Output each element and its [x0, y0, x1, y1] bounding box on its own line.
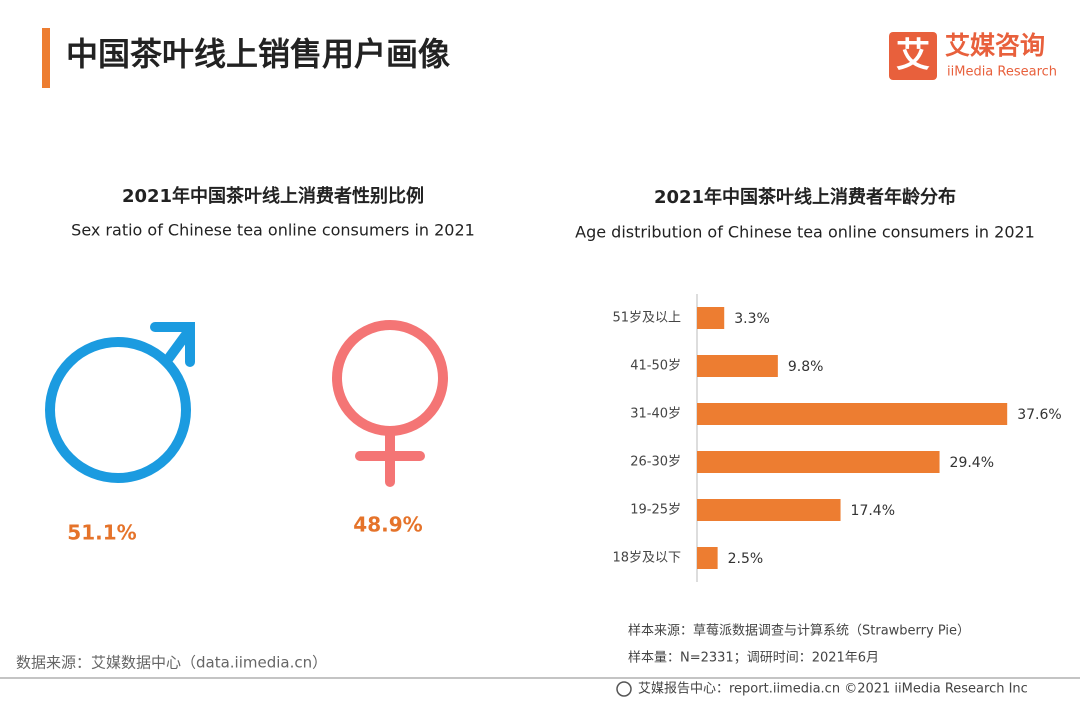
footer-icon	[616, 681, 632, 697]
y-tick-label: 26-30岁	[630, 455, 681, 470]
symbol-stroke	[150, 322, 195, 367]
value-label: 2.5%	[728, 551, 764, 567]
bar	[697, 307, 725, 329]
logo-sub: iiMedia Research	[947, 65, 1057, 80]
bar	[697, 547, 718, 569]
value-label: 9.8%	[788, 359, 824, 375]
chart-subtitle: Age distribution of Chinese tea online c…	[575, 223, 1035, 242]
bar	[697, 451, 940, 473]
value-label: 51.1%	[67, 521, 136, 545]
bar	[697, 499, 841, 521]
symbol-ring	[332, 320, 448, 436]
bar	[697, 403, 1008, 425]
chart-title: 2021年中国茶叶线上消费者性别比例	[122, 185, 424, 207]
logo-name: 艾媒咨询	[945, 31, 1045, 60]
logo-box	[889, 32, 937, 80]
value-label: 48.9%	[353, 513, 422, 537]
chart-subtitle: Sex ratio of Chinese tea online consumer…	[71, 221, 475, 240]
y-tick-label: 41-50岁	[630, 359, 681, 374]
y-tick-label: 19-25岁	[630, 503, 681, 518]
y-tick-label: 18岁及以下	[612, 551, 681, 566]
value-label: 29.4%	[950, 455, 994, 471]
value-label: 17.4%	[851, 503, 895, 519]
sample-size: 样本量：N=2331；调研时间：2021年6月	[628, 651, 879, 666]
data-source: 数据来源：艾媒数据中心（data.iimedia.cn）	[16, 654, 327, 672]
symbol-ring	[45, 337, 191, 483]
copyright: 艾媒报告中心：report.iimedia.cn ©2021 iiMedia R…	[638, 682, 1028, 697]
page-title: 中国茶叶线上销售用户画像	[66, 35, 450, 73]
symbol-stroke	[161, 327, 193, 367]
logo-mark: 艾	[896, 36, 930, 76]
value-label: 3.3%	[734, 311, 770, 327]
chart-title: 2021年中国茶叶线上消费者年龄分布	[654, 186, 956, 208]
bar	[697, 355, 778, 377]
sample-source: 样本来源：草莓派数据调查与计算系统（Strawberry Pie）	[628, 624, 970, 639]
y-tick-label: 31-40岁	[630, 407, 681, 422]
value-label: 37.6%	[1017, 407, 1061, 423]
y-tick-label: 51岁及以上	[612, 311, 681, 326]
title-accent	[42, 28, 50, 88]
